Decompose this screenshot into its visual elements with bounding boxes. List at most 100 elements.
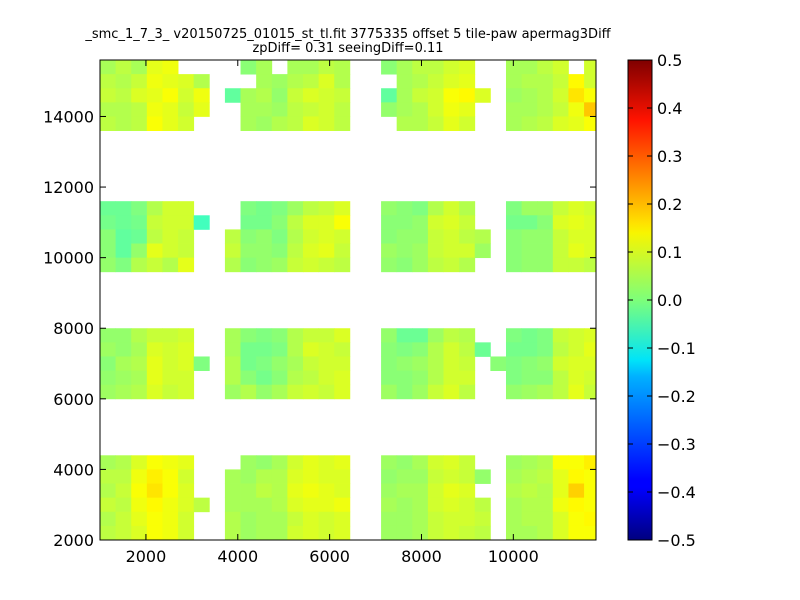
heatmap-cell xyxy=(100,525,117,541)
heatmap-cell xyxy=(287,370,304,386)
heatmap-cell xyxy=(131,469,148,484)
heatmap-cell xyxy=(521,469,538,484)
heatmap-cell xyxy=(334,201,351,216)
heatmap-cell xyxy=(271,356,288,371)
heatmap-cell xyxy=(224,483,241,499)
heatmap-cell xyxy=(224,511,241,527)
heatmap-cell xyxy=(100,74,117,89)
heatmap-cell xyxy=(412,525,429,541)
heatmap-cell xyxy=(146,116,163,131)
heatmap-cell xyxy=(396,455,413,470)
heatmap-cell xyxy=(537,74,554,89)
heatmap-cell xyxy=(131,356,148,371)
heatmap-cell xyxy=(302,525,319,541)
heatmap-cell xyxy=(193,497,210,513)
heatmap-cell xyxy=(302,201,319,216)
heatmap-cell xyxy=(396,116,413,131)
heatmap-cell xyxy=(459,116,476,131)
heatmap-cell xyxy=(224,328,241,343)
heatmap-cell xyxy=(115,229,132,244)
heatmap-cell xyxy=(271,469,288,484)
heatmap-cell xyxy=(271,257,288,273)
heatmap-cell xyxy=(412,511,429,527)
heatmap-cell xyxy=(100,356,117,371)
heatmap-cell xyxy=(178,229,195,244)
heatmap-cell xyxy=(412,257,429,273)
heatmap-cell xyxy=(271,328,288,343)
heatmap-cell xyxy=(334,328,351,343)
heatmap-cell xyxy=(318,525,335,541)
heatmap-cell xyxy=(115,356,132,371)
heatmap-cell xyxy=(427,229,444,244)
heatmap-cell xyxy=(381,455,398,470)
heatmap-cell xyxy=(271,511,288,527)
heatmap-cell xyxy=(240,328,257,343)
heatmap-cell xyxy=(334,60,351,75)
heatmap-cell xyxy=(271,497,288,513)
heatmap-cell xyxy=(318,342,335,357)
heatmap-cell xyxy=(521,257,538,273)
heatmap-cell xyxy=(537,328,554,343)
heatmap-cell xyxy=(443,328,460,343)
heatmap-cell xyxy=(474,511,491,527)
heatmap-cell xyxy=(100,201,117,216)
heatmap-cell xyxy=(131,60,148,75)
heatmap-cell xyxy=(256,328,273,343)
x-tick-label: 8000 xyxy=(401,547,442,566)
heatmap-cell xyxy=(193,74,210,89)
heatmap-cell xyxy=(537,370,554,386)
heatmap-cell xyxy=(568,102,585,117)
heatmap-cell xyxy=(334,497,351,513)
heatmap-cell xyxy=(302,342,319,357)
heatmap-cell xyxy=(552,243,569,259)
heatmap-cell xyxy=(131,243,148,259)
heatmap-cell xyxy=(146,497,163,513)
heatmap-cell xyxy=(256,525,273,541)
heatmap-cell xyxy=(302,229,319,244)
heatmap-cell xyxy=(459,243,476,259)
heatmap-cell xyxy=(521,215,538,230)
heatmap-cell xyxy=(427,384,444,400)
heatmap-cell xyxy=(552,328,569,343)
heatmap-cell xyxy=(459,497,476,513)
heatmap-cell xyxy=(271,88,288,103)
heatmap-cell xyxy=(287,356,304,371)
heatmap-cell xyxy=(537,384,554,400)
heatmap-cell xyxy=(318,257,335,273)
heatmap-cell xyxy=(287,243,304,259)
heatmap-cell xyxy=(552,60,569,75)
x-tick-label: 10000 xyxy=(488,547,539,566)
heatmap-cell xyxy=(240,88,257,103)
heatmap-cell xyxy=(256,384,273,400)
heatmap-cell xyxy=(271,74,288,89)
heatmap-cell xyxy=(584,497,597,513)
heatmap-cell xyxy=(178,483,195,499)
heatmap-cell xyxy=(115,243,132,259)
heatmap-cell xyxy=(193,88,210,103)
heatmap-cell xyxy=(381,370,398,386)
heatmap-cell xyxy=(271,370,288,386)
heatmap-cell xyxy=(412,102,429,117)
heatmap-cell xyxy=(537,102,554,117)
heatmap-cell xyxy=(256,229,273,244)
heatmap-cell xyxy=(521,497,538,513)
heatmap-cell xyxy=(381,483,398,499)
heatmap-cell xyxy=(146,328,163,343)
heatmap-cell xyxy=(552,497,569,513)
heatmap-cell xyxy=(552,215,569,230)
heatmap-cell xyxy=(568,74,585,89)
heatmap-cell xyxy=(271,201,288,216)
heatmap-cell xyxy=(568,342,585,357)
heatmap-cell xyxy=(521,483,538,499)
heatmap-cell xyxy=(584,455,597,470)
heatmap-cell xyxy=(459,88,476,103)
heatmap-cell xyxy=(256,497,273,513)
heatmap-cell xyxy=(162,88,179,103)
heatmap-cell xyxy=(240,257,257,273)
heatmap-cell xyxy=(537,116,554,131)
heatmap-cell xyxy=(568,116,585,131)
heatmap-cell xyxy=(521,370,538,386)
heatmap-cell xyxy=(162,497,179,513)
heatmap-cell xyxy=(396,257,413,273)
heatmap-cell xyxy=(521,102,538,117)
